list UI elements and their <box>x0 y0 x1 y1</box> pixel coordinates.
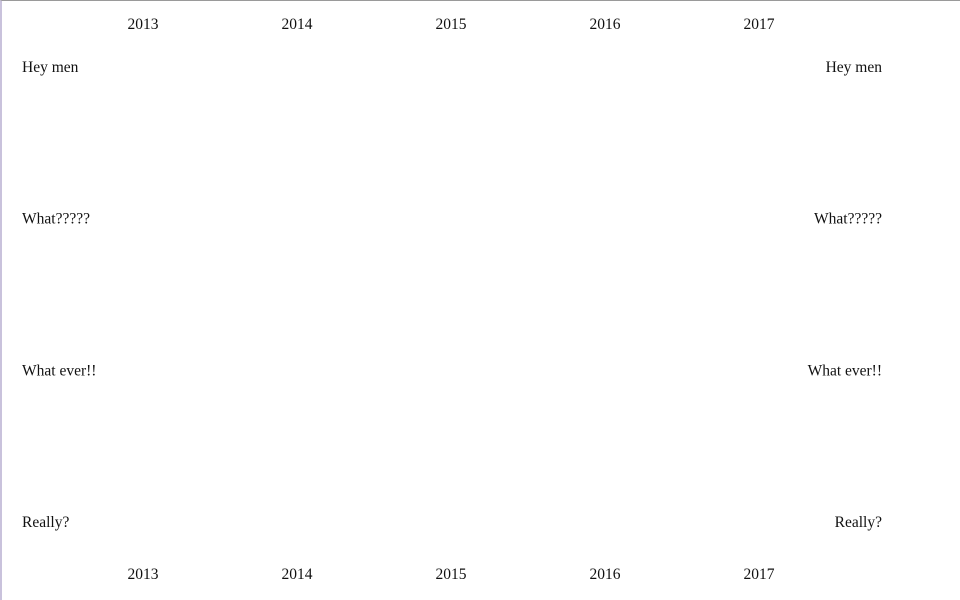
x-axis-top: 2013 2014 2015 2016 2017 <box>128 16 775 33</box>
y-label-right-what: What????? <box>814 211 882 228</box>
x-tick-label-bottom-2016: 2016 <box>590 566 621 583</box>
x-tick-label-bottom-2015: 2015 <box>436 566 467 583</box>
y-axis-right: Hey men What????? What ever!! Really? <box>808 59 883 531</box>
y-label-right-hey-men: Hey men <box>826 59 883 76</box>
y-label-left-hey-men: Hey men <box>22 59 79 76</box>
x-tick-label-top-2013: 2013 <box>128 16 159 33</box>
x-tick-label-top-2016: 2016 <box>590 16 621 33</box>
x-tick-label-top-2017: 2017 <box>744 16 775 33</box>
x-tick-label-top-2015: 2015 <box>436 16 467 33</box>
y-label-left-what: What????? <box>22 211 90 228</box>
y-label-left-what-ever: What ever!! <box>22 362 96 379</box>
x-tick-label-bottom-2013: 2013 <box>128 566 159 583</box>
y-label-right-really: Really? <box>835 514 882 531</box>
x-tick-label-top-2014: 2014 <box>282 16 313 33</box>
y-axis-left: Hey men What????? What ever!! Really? <box>22 59 96 531</box>
x-axis-bottom: 2013 2014 2015 2016 2017 <box>128 566 775 583</box>
x-tick-label-bottom-2017: 2017 <box>744 566 775 583</box>
y-label-right-what-ever: What ever!! <box>808 362 882 379</box>
x-tick-label-bottom-2014: 2014 <box>282 566 313 583</box>
y-label-left-really: Really? <box>22 514 69 531</box>
